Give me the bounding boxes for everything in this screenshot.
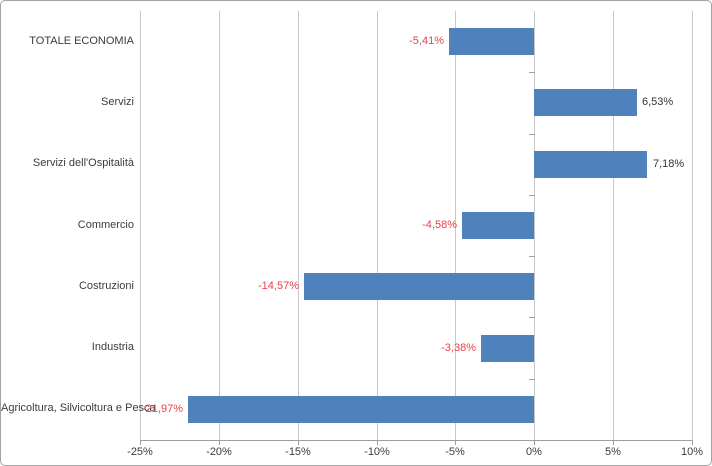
x-axis-tick	[613, 440, 614, 445]
category-axis-tick	[529, 134, 535, 135]
gridline	[298, 11, 299, 440]
x-tick-label: -20%	[206, 446, 232, 458]
bar-2	[534, 89, 637, 116]
data-label: -4,58%	[422, 219, 457, 231]
category-axis-tick	[529, 256, 535, 257]
bar-7	[188, 396, 534, 423]
category-label: TOTALE ECONOMIA	[29, 35, 134, 47]
x-tick-label: -10%	[364, 446, 390, 458]
category-axis-tick	[529, 317, 535, 318]
gridline	[377, 11, 378, 440]
x-axis-tick	[692, 440, 693, 445]
x-tick-label: -5%	[445, 446, 465, 458]
category-label: Commercio	[77, 219, 134, 231]
data-label: -14,57%	[258, 280, 299, 292]
x-axis-tick	[219, 440, 220, 445]
x-axis-tick	[140, 440, 141, 445]
gridline	[692, 11, 693, 440]
data-label: 7,18%	[653, 158, 685, 170]
x-tick-label: 10%	[680, 446, 704, 458]
x-axis-tick	[534, 440, 535, 445]
bar-6	[481, 335, 534, 362]
data-label: 6,53%	[642, 96, 674, 108]
x-tick-label: -25%	[127, 446, 153, 458]
bar-1	[449, 28, 534, 55]
gridline	[219, 11, 220, 440]
gridline	[140, 11, 141, 440]
category-label: Agricoltura, Silvicoltura e Pesca	[1, 402, 156, 414]
category-axis-tick	[529, 72, 535, 73]
category-label: Servizi dell'Ospitalità	[32, 157, 134, 169]
x-tick-label: -15%	[285, 446, 311, 458]
data-label: -5,41%	[409, 35, 444, 47]
bar-4	[462, 212, 534, 239]
bar-5	[304, 273, 534, 300]
category-axis-tick	[529, 195, 535, 196]
data-label: -3,38%	[441, 342, 476, 354]
data-label: -21,97%	[142, 403, 183, 415]
zero-axis-line	[534, 11, 535, 440]
gridline	[455, 11, 456, 440]
category-label: Costruzioni	[78, 280, 134, 292]
x-axis-line	[140, 440, 693, 441]
bar-3	[534, 151, 647, 178]
x-axis-tick	[455, 440, 456, 445]
x-tick-label: 5%	[605, 446, 621, 458]
category-axis-tick	[529, 379, 535, 380]
gridline	[613, 11, 614, 440]
x-axis-tick	[377, 440, 378, 445]
x-axis-tick	[298, 440, 299, 445]
category-label: Servizi	[100, 96, 134, 108]
category-label: Industria	[91, 341, 134, 353]
x-tick-label: 0%	[526, 446, 542, 458]
